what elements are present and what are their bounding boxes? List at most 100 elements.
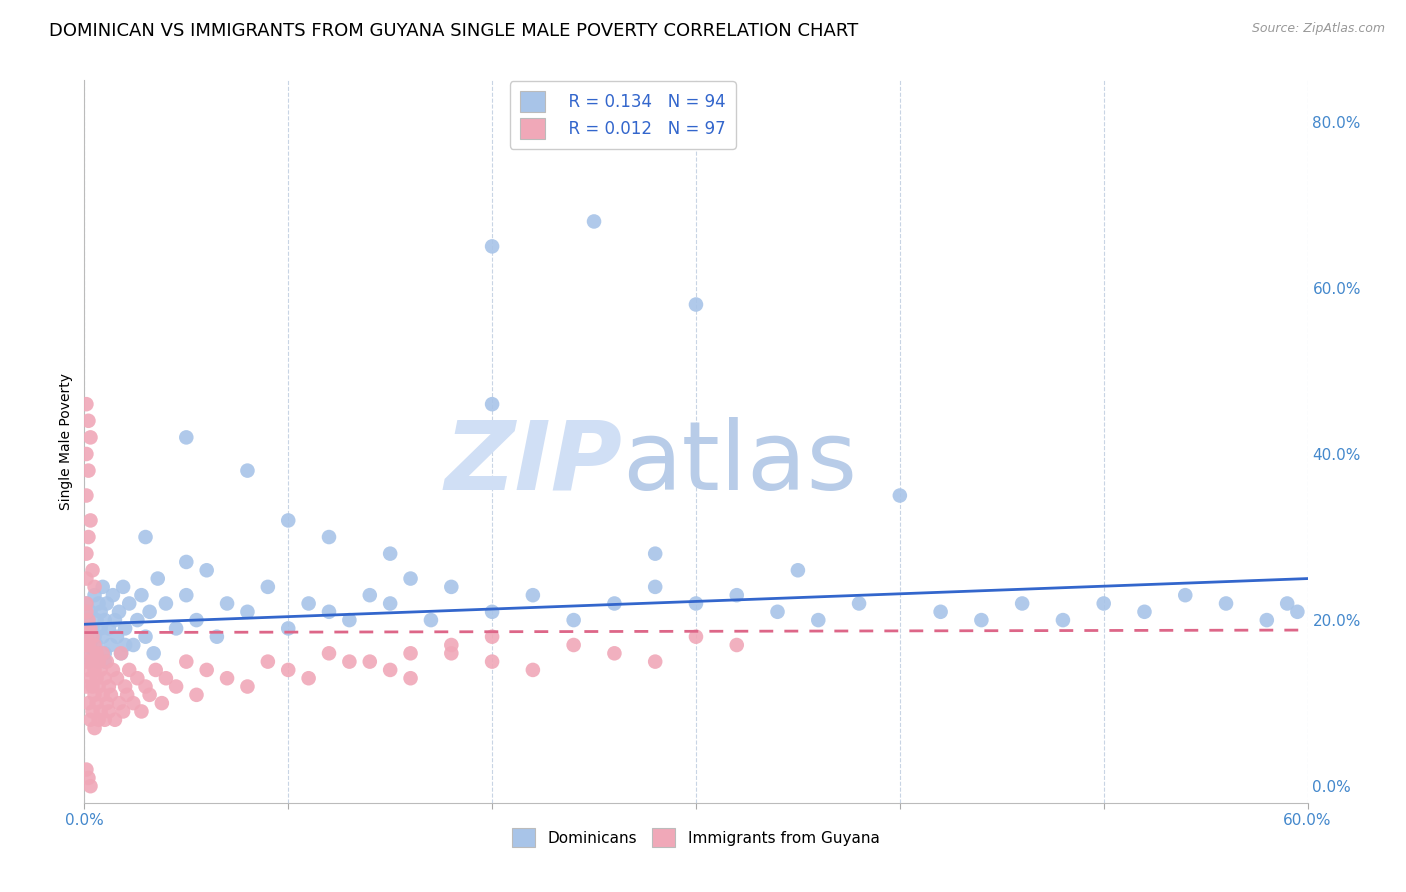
- Point: [75, 638, 97, 652]
- Point: [79, 671, 101, 685]
- Point: [97, 680, 120, 694]
- Point: [122, 638, 145, 652]
- Point: [108, 605, 131, 619]
- Point: [399, 671, 422, 685]
- Point: [101, 588, 124, 602]
- Point: [82, 705, 104, 719]
- Point: [380, 547, 402, 561]
- Point: [277, 513, 299, 527]
- Point: [138, 605, 160, 619]
- Point: [685, 297, 707, 311]
- Point: [75, 630, 97, 644]
- Point: [644, 655, 666, 669]
- Text: ZIP: ZIP: [444, 417, 623, 509]
- Point: [79, 779, 101, 793]
- Point: [766, 605, 789, 619]
- Point: [82, 563, 104, 577]
- Point: [127, 671, 149, 685]
- Point: [420, 613, 443, 627]
- Point: [186, 688, 208, 702]
- Point: [236, 680, 259, 694]
- Point: [96, 655, 118, 669]
- Point: [155, 671, 177, 685]
- Point: [131, 705, 153, 719]
- Point: [112, 580, 135, 594]
- Point: [82, 680, 104, 694]
- Point: [807, 613, 830, 627]
- Point: [725, 588, 748, 602]
- Point: [77, 663, 100, 677]
- Point: [112, 705, 135, 719]
- Point: [90, 621, 112, 635]
- Point: [339, 613, 361, 627]
- Point: [96, 597, 118, 611]
- Point: [644, 547, 666, 561]
- Point: [93, 613, 115, 627]
- Point: [174, 430, 197, 444]
- Point: [75, 572, 97, 586]
- Point: [79, 713, 101, 727]
- Point: [1133, 605, 1156, 619]
- Point: [77, 613, 100, 627]
- Legend: Dominicans, Immigrants from Guyana: Dominicans, Immigrants from Guyana: [506, 822, 886, 853]
- Point: [165, 621, 187, 635]
- Point: [138, 688, 160, 702]
- Point: [75, 630, 97, 644]
- Point: [1277, 597, 1299, 611]
- Point: [1286, 605, 1309, 619]
- Point: [217, 597, 239, 611]
- Point: [105, 630, 128, 644]
- Point: [122, 696, 145, 710]
- Point: [77, 655, 100, 669]
- Point: [75, 680, 97, 694]
- Point: [522, 663, 544, 677]
- Point: [77, 638, 100, 652]
- Point: [79, 513, 101, 527]
- Point: [174, 655, 197, 669]
- Point: [83, 630, 105, 644]
- Point: [481, 655, 503, 669]
- Point: [339, 655, 361, 669]
- Point: [1011, 597, 1033, 611]
- Point: [685, 630, 707, 644]
- Point: [380, 663, 402, 677]
- Point: [146, 572, 169, 586]
- Point: [440, 638, 463, 652]
- Point: [481, 605, 503, 619]
- Point: [75, 597, 97, 611]
- Text: Source: ZipAtlas.com: Source: ZipAtlas.com: [1251, 22, 1385, 36]
- Point: [79, 605, 101, 619]
- Text: DOMINICAN VS IMMIGRANTS FROM GUYANA SINGLE MALE POVERTY CORRELATION CHART: DOMINICAN VS IMMIGRANTS FROM GUYANA SING…: [49, 22, 859, 40]
- Point: [75, 547, 97, 561]
- Point: [583, 214, 606, 228]
- Point: [142, 646, 165, 660]
- Point: [87, 713, 110, 727]
- Point: [104, 613, 127, 627]
- Point: [114, 621, 136, 635]
- Point: [79, 621, 101, 635]
- Point: [77, 621, 100, 635]
- Point: [93, 655, 115, 669]
- Point: [145, 663, 167, 677]
- Point: [82, 655, 104, 669]
- Point: [115, 688, 138, 702]
- Point: [522, 588, 544, 602]
- Point: [399, 572, 422, 586]
- Point: [236, 605, 259, 619]
- Point: [91, 630, 114, 644]
- Point: [100, 638, 122, 652]
- Point: [87, 655, 110, 669]
- Point: [848, 597, 870, 611]
- Point: [110, 646, 132, 660]
- Point: [77, 414, 100, 428]
- Point: [86, 646, 108, 660]
- Point: [135, 680, 157, 694]
- Point: [359, 588, 381, 602]
- Point: [1256, 613, 1278, 627]
- Text: atlas: atlas: [623, 417, 858, 509]
- Point: [87, 680, 110, 694]
- Point: [75, 447, 97, 461]
- Point: [87, 655, 110, 669]
- Y-axis label: Single Male Poverty: Single Male Poverty: [59, 373, 73, 510]
- Point: [165, 680, 187, 694]
